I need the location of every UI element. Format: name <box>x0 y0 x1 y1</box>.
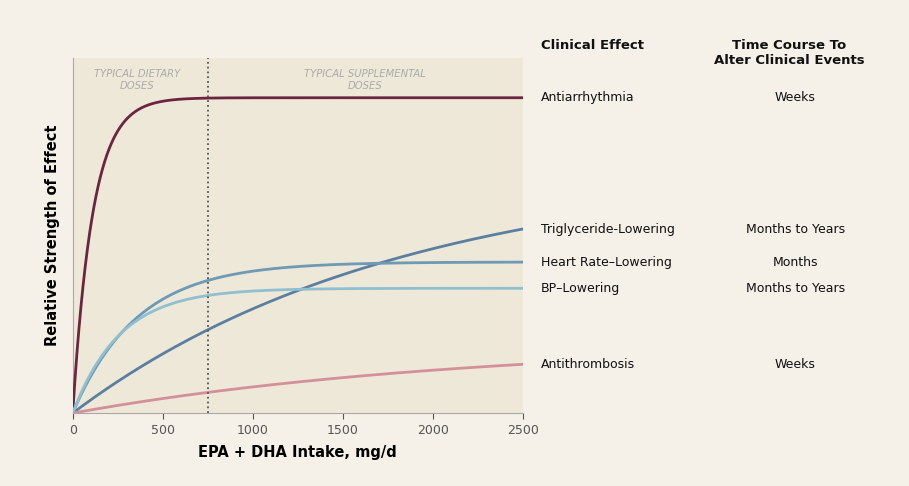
Text: BP–Lowering: BP–Lowering <box>541 282 620 295</box>
Text: TYPICAL SUPPLEMENTAL
DOSES: TYPICAL SUPPLEMENTAL DOSES <box>305 69 426 90</box>
Text: Weeks: Weeks <box>775 91 815 104</box>
Text: Time Course To
Alter Clinical Events: Time Course To Alter Clinical Events <box>714 39 864 67</box>
X-axis label: EPA + DHA Intake, mg/d: EPA + DHA Intake, mg/d <box>198 445 397 460</box>
Text: Months to Years: Months to Years <box>745 223 845 236</box>
Text: Antiarrhythmia: Antiarrhythmia <box>541 91 634 104</box>
Text: Heart Rate–Lowering: Heart Rate–Lowering <box>541 256 672 269</box>
Text: Antithrombosis: Antithrombosis <box>541 358 635 371</box>
Text: Months to Years: Months to Years <box>745 282 845 295</box>
Text: Weeks: Weeks <box>775 358 815 371</box>
Text: Months: Months <box>773 256 818 269</box>
Text: Triglyceride-Lowering: Triglyceride-Lowering <box>541 223 674 236</box>
Text: TYPICAL DIETARY
DOSES: TYPICAL DIETARY DOSES <box>95 69 181 90</box>
Text: Clinical Effect: Clinical Effect <box>541 39 644 52</box>
Y-axis label: Relative Strength of Effect: Relative Strength of Effect <box>45 125 59 347</box>
